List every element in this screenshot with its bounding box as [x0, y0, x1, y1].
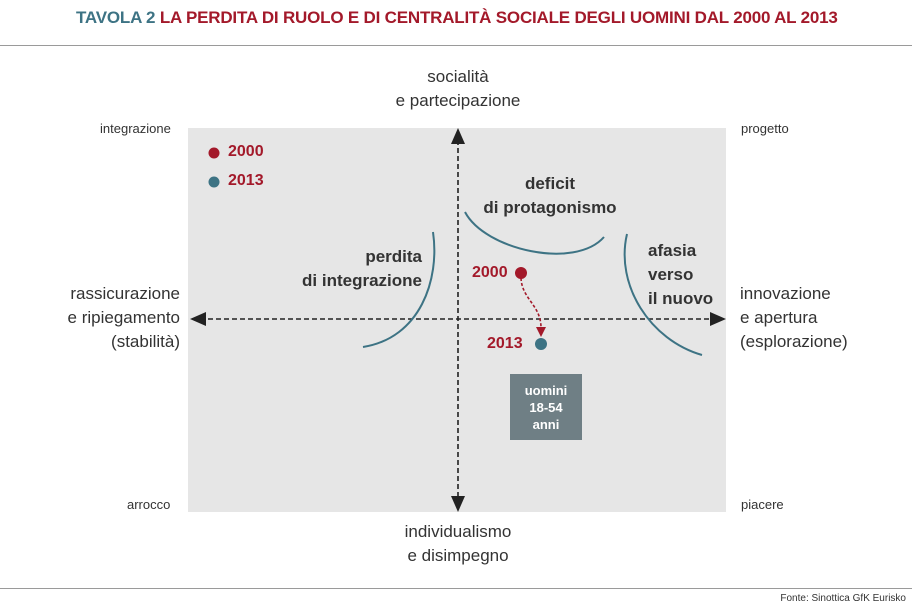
corner-arrocco: arrocco: [127, 497, 171, 512]
corner-piacere: piacere: [741, 497, 784, 512]
legend-dot-2013: [208, 176, 220, 188]
curve-perdita: [362, 231, 436, 348]
zone-deficit: deficit di protagonismo: [483, 174, 617, 217]
point-2013: [535, 338, 547, 350]
chart-title: TAVOLA 2 LA PERDITA DI RUOLO E DI CENTRA…: [76, 8, 838, 28]
title-text: LA PERDITA DI RUOLO E DI CENTRALITÀ SOCI…: [159, 8, 838, 27]
axis-label-right: innovazione e apertura (esplorazione): [740, 284, 848, 351]
axis-label-left: rassicurazione e ripiegamento (stabilità…: [67, 284, 180, 351]
axis-arrow-left: [190, 312, 206, 326]
title-label: TAVOLA 2: [76, 8, 156, 27]
top-divider: [0, 45, 912, 46]
point-label-2013: 2013: [487, 335, 523, 352]
corner-integrazione: integrazione: [100, 121, 171, 136]
legend-label-2013: 2013: [228, 172, 264, 189]
point-2000: [515, 267, 527, 279]
axis-label-top: socialità e partecipazione: [395, 67, 521, 110]
movement-arrowhead: [536, 327, 546, 337]
legend-label-2000: 2000: [228, 143, 264, 160]
group-box: uomini 18-54 anni: [510, 374, 582, 440]
axis-arrow-bottom: [451, 496, 465, 512]
source-note: Fonte: Sinottica GfK Eurisko: [780, 593, 906, 604]
zone-afasia: afasia verso il nuovo: [648, 241, 714, 308]
curve-deficit: [464, 211, 605, 255]
axis-arrow-top: [451, 128, 465, 144]
axis-arrow-right: [710, 312, 726, 326]
point-label-2000: 2000: [472, 264, 508, 281]
corner-progetto: progetto: [741, 121, 789, 136]
movement-arrow: [520, 277, 542, 331]
bottom-divider: [0, 588, 912, 589]
axis-label-bottom: individualismo e disimpegno: [404, 522, 512, 565]
plot-area: [188, 128, 726, 512]
curve-afasia: [623, 233, 703, 356]
zone-perdita: perdita di integrazione: [302, 247, 422, 290]
legend-dot-2000: [208, 147, 220, 159]
